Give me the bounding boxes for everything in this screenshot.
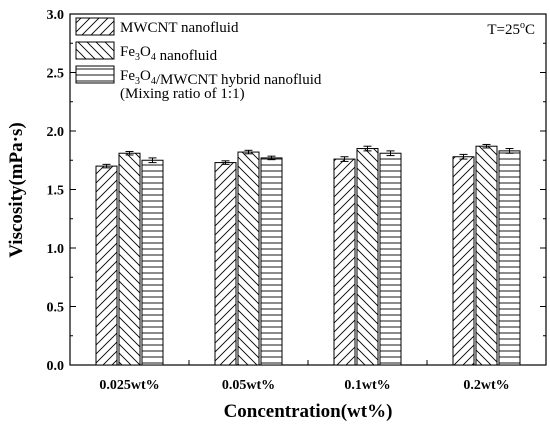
bar (260, 157, 283, 366)
y-axis: 0.0 0.5 1.0 1.5 2.0 2.5 3.0 (47, 8, 546, 374)
y-tick-label: 2.5 (47, 67, 65, 82)
legend-label: Fe3O4/MWCNT hybrid nanofluid (120, 68, 322, 88)
legend-label: MWCNT nanofluid (120, 20, 239, 36)
y-tick-label: 2.0 (47, 125, 65, 140)
bar-series-group (95, 143, 521, 366)
legend-label: Fe3O4 nanofluid (120, 44, 218, 64)
legend-swatch (75, 65, 115, 84)
bar (333, 158, 356, 366)
temperature-annotation: T=25oC (487, 20, 535, 38)
x-axis: 0.025wt% 0.05wt% 0.1wt% 0.2wt% (99, 360, 510, 393)
bar (95, 165, 118, 366)
bar (237, 151, 260, 366)
y-tick-label: 0.5 (47, 301, 65, 316)
bar (498, 150, 521, 366)
x-tick-label: 0.05wt% (222, 378, 275, 393)
plot-frame (69, 13, 547, 366)
x-axis-title: Concentration(wt%) (224, 401, 393, 422)
y-tick-label: 1.5 (47, 184, 65, 199)
bar (475, 145, 498, 366)
legend-swatch (75, 41, 115, 60)
legend-note: (Mixing ratio of 1:1) (120, 86, 245, 102)
y-axis-title: Viscosity(mPa·s) (6, 122, 27, 257)
x-tick-label: 0.025wt% (99, 378, 159, 393)
bar (356, 148, 379, 366)
y-tick-label: 3.0 (47, 8, 65, 23)
x-tick-label: 0.2wt% (463, 378, 509, 393)
bar (118, 152, 141, 366)
y-tick-label: 0.0 (47, 359, 65, 374)
bar (214, 162, 237, 366)
legend: MWCNT nanofluid Fe3O4 nanofluid Fe3O4/MWCN… (75, 17, 322, 102)
bar (452, 156, 475, 366)
bar (141, 159, 164, 366)
x-tick-label: 0.1wt% (344, 378, 390, 393)
bar (379, 152, 402, 366)
y-tick-label: 1.0 (47, 242, 65, 257)
legend-swatch (75, 17, 115, 36)
